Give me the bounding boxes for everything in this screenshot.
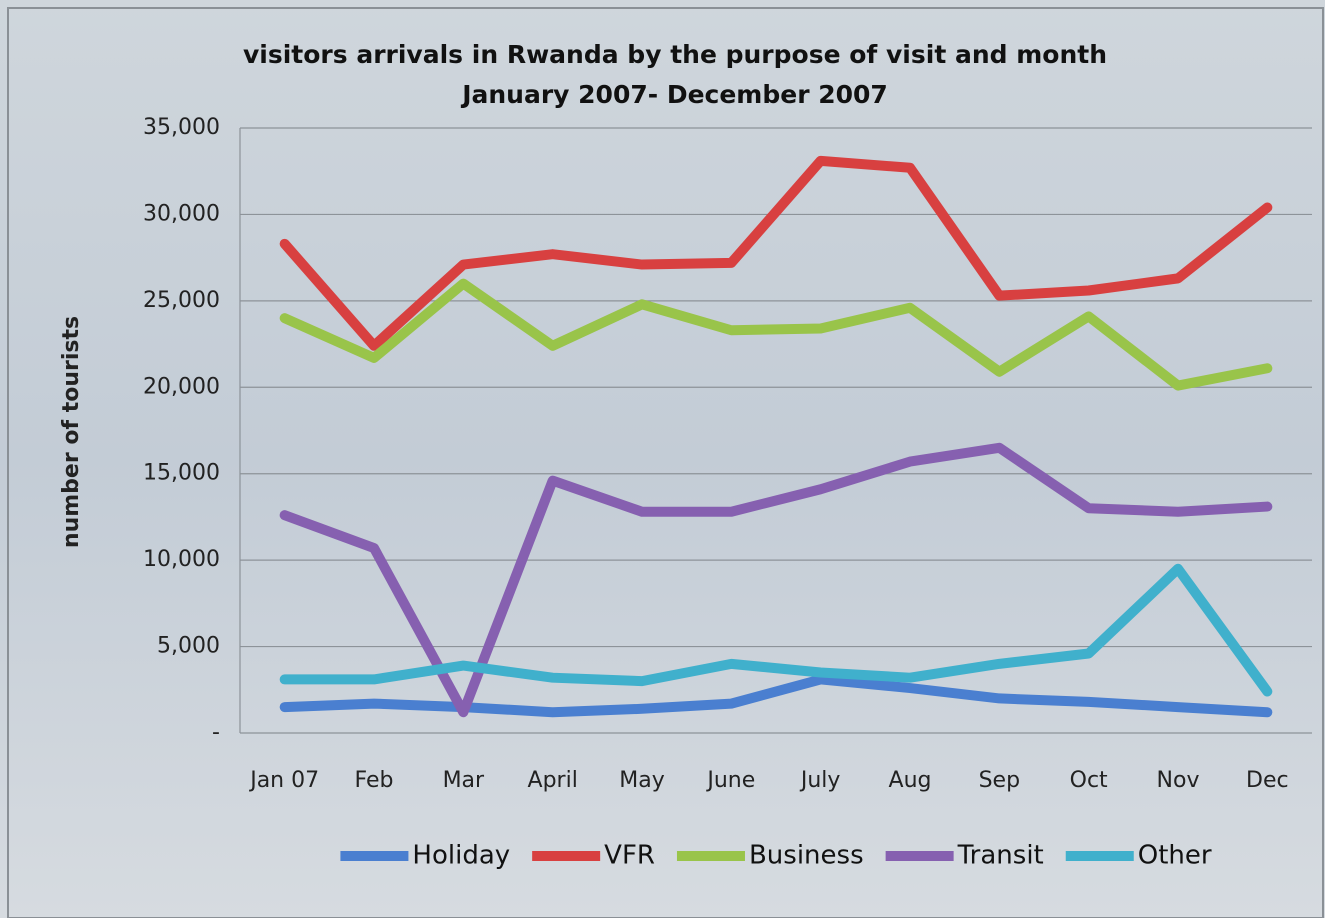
y-tick-label: 20,000	[143, 374, 220, 399]
x-tick-label: Feb	[355, 768, 394, 793]
legend-label: VFR	[604, 841, 655, 871]
x-tick-label: June	[705, 768, 755, 793]
legend-label: Business	[749, 841, 864, 871]
series-line	[279, 563, 1273, 697]
x-tick-label: Oct	[1070, 768, 1108, 793]
series-line	[279, 442, 1273, 718]
series-line	[279, 278, 1273, 391]
legend-label: Transit	[957, 841, 1044, 871]
x-tick-label: April	[528, 768, 578, 793]
x-tick-label: Aug	[889, 768, 932, 793]
legend-label: Holiday	[412, 841, 510, 871]
x-tick-label: Sep	[979, 768, 1020, 793]
y-tick-label: 10,000	[143, 547, 220, 572]
x-tick-label: Mar	[443, 768, 485, 793]
y-tick-label: 30,000	[143, 201, 220, 226]
y-axis-label: number of tourists	[59, 316, 84, 548]
y-tick-label: 15,000	[143, 461, 220, 486]
y-tick-label: 25,000	[143, 288, 220, 313]
x-tick-label: Jan 07	[248, 768, 319, 793]
x-tick-label: Dec	[1246, 768, 1289, 793]
x-tick-label: Nov	[1157, 768, 1200, 793]
chart-subtitle: January 2007- December 2007	[460, 80, 888, 109]
series-line	[279, 674, 1273, 718]
legend-label: Other	[1138, 841, 1212, 871]
chart-title: visitors arrivals in Rwanda by the purpo…	[243, 40, 1107, 69]
x-tick-label: May	[619, 768, 664, 793]
series-line	[279, 155, 1273, 351]
x-tick-label: July	[799, 768, 841, 793]
chart-frame	[7, 7, 1324, 918]
y-tick-label: -	[212, 720, 220, 745]
y-tick-label: 5,000	[157, 634, 220, 659]
y-tick-label: 35,000	[143, 115, 220, 140]
